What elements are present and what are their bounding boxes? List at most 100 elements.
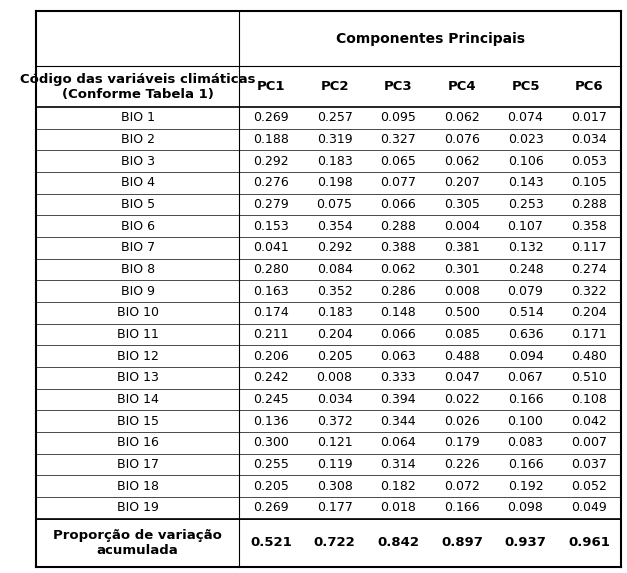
Text: 0.897: 0.897 — [441, 536, 483, 550]
Text: BIO 17: BIO 17 — [117, 458, 159, 471]
Text: 0.166: 0.166 — [444, 501, 480, 514]
Text: 0.205: 0.205 — [317, 350, 352, 363]
Text: 0.072: 0.072 — [444, 480, 480, 493]
Text: 0.026: 0.026 — [444, 415, 480, 427]
Text: 0.077: 0.077 — [380, 176, 416, 190]
Text: BIO 2: BIO 2 — [120, 133, 155, 146]
Text: 0.372: 0.372 — [317, 415, 352, 427]
Text: BIO 3: BIO 3 — [120, 155, 155, 168]
Text: BIO 4: BIO 4 — [120, 176, 155, 190]
Text: 0.274: 0.274 — [571, 263, 607, 276]
Text: 0.204: 0.204 — [317, 328, 352, 341]
Text: 0.023: 0.023 — [508, 133, 544, 146]
Text: 0.079: 0.079 — [508, 285, 544, 298]
Text: 0.488: 0.488 — [444, 350, 480, 363]
Text: 0.352: 0.352 — [317, 285, 352, 298]
Text: Componentes Principais: Componentes Principais — [335, 32, 525, 46]
Text: 0.288: 0.288 — [571, 198, 607, 211]
Text: 0.344: 0.344 — [381, 415, 416, 427]
Text: 0.226: 0.226 — [444, 458, 480, 471]
Text: BIO 5: BIO 5 — [120, 198, 155, 211]
Text: 0.148: 0.148 — [381, 307, 416, 319]
Text: BIO 1: BIO 1 — [120, 112, 155, 124]
Text: 0.327: 0.327 — [381, 133, 416, 146]
Text: 0.008: 0.008 — [317, 371, 352, 384]
Text: PC5: PC5 — [511, 80, 540, 93]
Text: 0.253: 0.253 — [508, 198, 544, 211]
Text: 0.514: 0.514 — [508, 307, 544, 319]
Text: 0.076: 0.076 — [444, 133, 480, 146]
Text: 0.198: 0.198 — [317, 176, 352, 190]
Text: 0.842: 0.842 — [377, 536, 419, 550]
Text: BIO 15: BIO 15 — [117, 415, 159, 427]
Text: 0.308: 0.308 — [317, 480, 352, 493]
Text: 0.314: 0.314 — [381, 458, 416, 471]
Text: 0.119: 0.119 — [317, 458, 352, 471]
Text: 0.245: 0.245 — [253, 393, 289, 406]
Text: Proporção de variação
acumulada: Proporção de variação acumulada — [53, 529, 222, 557]
Text: 0.937: 0.937 — [505, 536, 547, 550]
Text: 0.037: 0.037 — [571, 458, 607, 471]
Text: 0.276: 0.276 — [253, 176, 289, 190]
Text: PC3: PC3 — [384, 80, 413, 93]
Text: 0.062: 0.062 — [381, 263, 416, 276]
Text: 0.322: 0.322 — [571, 285, 607, 298]
Text: 0.205: 0.205 — [253, 480, 289, 493]
Text: BIO 7: BIO 7 — [120, 241, 155, 254]
Text: BIO 10: BIO 10 — [117, 307, 159, 319]
Text: 0.085: 0.085 — [444, 328, 480, 341]
Text: PC6: PC6 — [575, 80, 604, 93]
Text: 0.008: 0.008 — [444, 285, 480, 298]
Text: 0.269: 0.269 — [253, 112, 289, 124]
Text: 0.100: 0.100 — [508, 415, 544, 427]
Text: 0.132: 0.132 — [508, 241, 544, 254]
Text: 0.480: 0.480 — [571, 350, 607, 363]
Text: 0.007: 0.007 — [571, 436, 607, 449]
Text: 0.084: 0.084 — [317, 263, 352, 276]
Text: 0.292: 0.292 — [253, 155, 289, 168]
Text: 0.301: 0.301 — [444, 263, 480, 276]
Text: 0.510: 0.510 — [571, 371, 607, 384]
Text: 0.041: 0.041 — [253, 241, 289, 254]
Text: PC1: PC1 — [256, 80, 285, 93]
Text: 0.305: 0.305 — [444, 198, 480, 211]
Text: 0.292: 0.292 — [317, 241, 352, 254]
Text: 0.381: 0.381 — [444, 241, 480, 254]
Text: 0.034: 0.034 — [317, 393, 352, 406]
Text: 0.206: 0.206 — [253, 350, 289, 363]
Text: 0.066: 0.066 — [381, 328, 416, 341]
Text: 0.166: 0.166 — [508, 393, 544, 406]
Text: 0.319: 0.319 — [317, 133, 352, 146]
Text: 0.098: 0.098 — [508, 501, 544, 514]
Text: 0.188: 0.188 — [253, 133, 289, 146]
Text: 0.257: 0.257 — [317, 112, 352, 124]
Text: 0.163: 0.163 — [253, 285, 289, 298]
Text: 0.183: 0.183 — [317, 155, 352, 168]
Text: 0.047: 0.047 — [444, 371, 480, 384]
Text: 0.279: 0.279 — [253, 198, 289, 211]
Text: BIO 19: BIO 19 — [117, 501, 159, 514]
Text: 0.034: 0.034 — [571, 133, 607, 146]
Text: 0.192: 0.192 — [508, 480, 544, 493]
Text: 0.083: 0.083 — [508, 436, 544, 449]
Text: 0.108: 0.108 — [571, 393, 607, 406]
Text: 0.105: 0.105 — [571, 176, 607, 190]
Text: 0.288: 0.288 — [381, 219, 416, 233]
Text: 0.280: 0.280 — [253, 263, 289, 276]
Text: 0.107: 0.107 — [508, 219, 544, 233]
Text: 0.177: 0.177 — [317, 501, 352, 514]
Text: 0.166: 0.166 — [508, 458, 544, 471]
Text: 0.211: 0.211 — [253, 328, 289, 341]
Text: 0.063: 0.063 — [381, 350, 416, 363]
Text: 0.636: 0.636 — [508, 328, 544, 341]
Text: 0.354: 0.354 — [317, 219, 352, 233]
Text: 0.521: 0.521 — [250, 536, 292, 550]
Text: PC2: PC2 — [320, 80, 349, 93]
Text: 0.106: 0.106 — [508, 155, 544, 168]
Text: 0.136: 0.136 — [253, 415, 289, 427]
Text: BIO 18: BIO 18 — [117, 480, 159, 493]
Text: BIO 9: BIO 9 — [120, 285, 155, 298]
Text: 0.242: 0.242 — [253, 371, 289, 384]
Text: 0.143: 0.143 — [508, 176, 544, 190]
Text: 0.388: 0.388 — [381, 241, 416, 254]
